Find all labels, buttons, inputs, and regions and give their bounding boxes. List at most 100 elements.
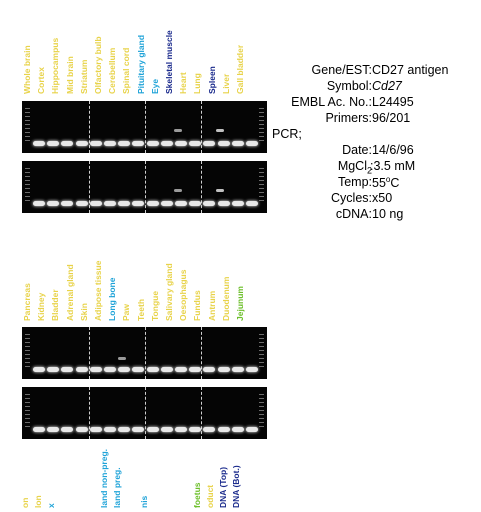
- lane-label: on: [20, 497, 30, 508]
- lane-label: oduct: [204, 484, 215, 508]
- pcr-band: [61, 367, 74, 372]
- lane-label: Jejunum: [235, 286, 245, 321]
- embl-row: EMBL Ac. No.: L24495: [272, 95, 477, 111]
- lane-label: Mid brain: [64, 56, 75, 94]
- lane-label: Oesophagus: [178, 269, 189, 321]
- lane-label: Skeletal muscle: [164, 30, 174, 94]
- divider: [201, 101, 202, 153]
- symbol-row: Symbol: Cd27: [272, 79, 477, 95]
- gel-panel-2-bottom: [22, 387, 267, 439]
- pcr-row: PCR;: [272, 127, 477, 143]
- cdna-value: 10 ng: [372, 207, 404, 221]
- pcr-band: [146, 427, 159, 432]
- pcr-band: [33, 427, 45, 432]
- gene-value: CD27 antigen: [372, 63, 449, 77]
- ladder-left: [25, 391, 30, 427]
- pcr-band: [189, 201, 202, 206]
- pcr-band: [160, 201, 173, 206]
- pcr-band: [160, 427, 173, 432]
- lane-label: land non-preg.: [99, 448, 110, 508]
- pcr-band: [75, 201, 88, 206]
- pcr-band: [33, 141, 45, 146]
- temp-label: Temp:: [337, 175, 372, 189]
- panel-2-lane-labels: Pancreas Kidney Bladder Adrenal gland Skin Ad…: [22, 250, 267, 325]
- divider: [89, 101, 90, 153]
- temp-value: 55oC: [372, 175, 400, 191]
- cycles-label: Cycles:: [331, 191, 372, 205]
- pcr-band: [47, 201, 60, 206]
- mgcl-label: MgCl2: [337, 159, 372, 176]
- lane-label: Lung: [192, 73, 203, 94]
- lane-label: Kidney: [36, 292, 47, 321]
- lane-label: Tongue: [149, 290, 160, 321]
- divider: [201, 327, 202, 379]
- lane-label: DNA (Bot.): [231, 465, 242, 508]
- pcr-band: [75, 427, 88, 432]
- pcr-band: [231, 427, 244, 432]
- pcr-band: [104, 427, 116, 432]
- lane-label: x: [46, 503, 57, 508]
- band-skeletal-muscle: [174, 129, 182, 132]
- pcr-band: [47, 141, 60, 146]
- ladder-right: [259, 331, 264, 367]
- lane-label: foetus: [191, 482, 202, 509]
- pcr-band: [217, 201, 230, 206]
- pcr-band: [175, 141, 187, 146]
- primers-label: Primers:: [325, 111, 372, 125]
- pcr-band: [175, 201, 187, 206]
- pcr-band: [75, 141, 88, 146]
- cycles-row: Cycles: x50: [272, 191, 477, 207]
- band-spleen: [216, 129, 224, 132]
- pcr-band: [61, 427, 74, 432]
- cdna-label: cDNA:: [335, 207, 372, 221]
- lane-label: Paw: [121, 303, 132, 321]
- ladder-right: [259, 105, 264, 141]
- pcr-band: [203, 201, 216, 206]
- embl-value: L24495: [372, 95, 414, 109]
- mgcl-value: :3.5 mM: [370, 159, 416, 173]
- lane-label: Whole brain: [22, 45, 32, 94]
- pcr-band: [146, 367, 159, 372]
- primers-value: 96/201: [372, 111, 411, 125]
- lane-label: Adipose tissue: [93, 260, 103, 321]
- lane-label: Olfactory bulb: [93, 36, 103, 94]
- symbol-value: Cd27: [372, 79, 402, 93]
- lane-label: Skin: [78, 303, 89, 321]
- pcr-band: [61, 141, 74, 146]
- ladder-left: [25, 105, 30, 141]
- pcr-band: [47, 367, 60, 372]
- lane-label: Liver: [220, 73, 231, 94]
- cdna-row: cDNA: 10 ng: [272, 207, 477, 223]
- panel-1-labels: Whole brain Cortex Hippocampus Mid brain Str…: [0, 0, 300, 98]
- date-label: Date:: [342, 143, 372, 157]
- pcr-band: [89, 367, 102, 372]
- pcr-band: [61, 201, 74, 206]
- gel-panel-2-top: [22, 327, 267, 379]
- lane-label: lon: [33, 495, 44, 508]
- lane-label: Fundus: [192, 290, 203, 321]
- temp-degree: o: [385, 175, 391, 184]
- pcr-band: [132, 367, 145, 372]
- date-value: 14/6/96: [372, 143, 414, 157]
- lane-label: Gall bladder: [235, 44, 245, 94]
- lane-label: Salivary gland: [164, 263, 174, 321]
- pcr-band: [160, 141, 173, 146]
- pcr-band: [189, 367, 202, 372]
- lane-label: Pancreas: [22, 283, 32, 321]
- pcr-band: [231, 141, 244, 146]
- pcr-band: [146, 141, 159, 146]
- pcr-band: [89, 201, 102, 206]
- lane-label: Antrum: [206, 290, 217, 321]
- lane-label: nis: [138, 495, 149, 508]
- lane-label: Bladder: [50, 289, 61, 321]
- pcr-band: [175, 427, 187, 432]
- temp-row: Temp: 55oC: [272, 175, 477, 191]
- pcr-band: [89, 427, 102, 432]
- band-spleen: [216, 189, 224, 192]
- pcr-band: [104, 201, 116, 206]
- divider: [89, 327, 90, 379]
- lane-label: Striatum: [78, 59, 89, 94]
- lane-label: Cerebellum: [107, 47, 118, 94]
- band-long-bone: [118, 357, 126, 360]
- divider: [201, 387, 202, 439]
